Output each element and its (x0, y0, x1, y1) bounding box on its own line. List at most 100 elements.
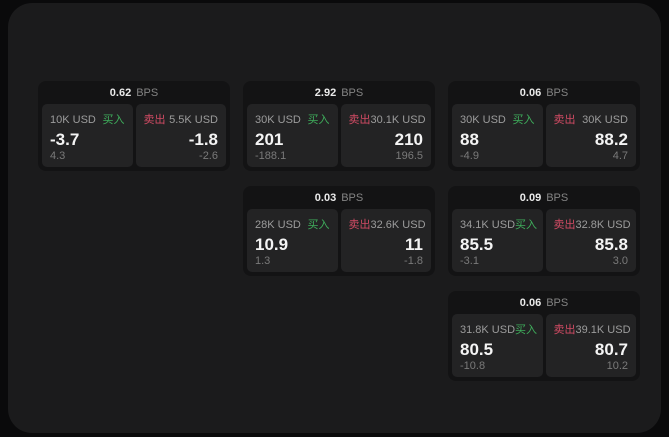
buy-amount: 30K USD (255, 114, 301, 126)
quote-card: 0.09 BPS 34.1K USD 买入 85.5 -3.1 卖出 32.8K… (448, 186, 640, 276)
sell-panel-header: 卖出 30.1K USD (348, 111, 426, 127)
sell-amount: 39.1K USD (575, 324, 631, 336)
quote-card-body: 30K USD 买入 201 -188.1 卖出 30.1K USD 210 1… (247, 104, 431, 167)
buy-secondary-value: 1.3 (255, 255, 271, 267)
buy-label: 买入 (515, 219, 538, 231)
buy-panel[interactable]: 34.1K USD 买入 85.5 -3.1 (452, 209, 543, 272)
sell-amount: 30K USD (582, 114, 628, 126)
buy-panel-header: 34.1K USD 买入 (460, 216, 538, 232)
sell-panel-header: 卖出 32.6K USD (348, 216, 426, 232)
sell-secondary-value: -2.6 (199, 150, 218, 162)
buy-panel-header: 28K USD 买入 (255, 216, 330, 232)
buy-label: 买入 (512, 114, 535, 126)
quote-grid: 0.62 BPS 10K USD 买入 -3.7 4.3 卖出 5.5K USD (38, 81, 640, 381)
buy-label: 买入 (307, 114, 330, 126)
quote-card-body: 10K USD 买入 -3.7 4.3 卖出 5.5K USD -1.8 -2.… (42, 104, 226, 167)
sell-panel[interactable]: 卖出 32.6K USD 11 -1.8 (340, 209, 431, 272)
sell-label: 卖出 (348, 219, 371, 231)
sell-panel[interactable]: 卖出 32.8K USD 85.8 3.0 (545, 209, 636, 272)
quote-card: 0.62 BPS 10K USD 买入 -3.7 4.3 卖出 5.5K USD (38, 81, 230, 171)
sell-panel[interactable]: 卖出 30K USD 88.2 4.7 (545, 104, 636, 167)
buy-label: 买入 (515, 324, 538, 336)
sell-label: 卖出 (348, 114, 371, 126)
sell-secondary-value: -1.8 (404, 255, 423, 267)
buy-panel[interactable]: 10K USD 买入 -3.7 4.3 (42, 104, 133, 167)
sell-price: -1.8 (188, 130, 218, 149)
sell-panel-header: 卖出 30K USD (554, 111, 629, 127)
buy-panel[interactable]: 28K USD 买入 10.9 1.3 (247, 209, 338, 272)
bps-value: 0.03 (314, 191, 337, 204)
bps-header: 0.62 BPS (42, 81, 226, 104)
sell-secondary-value: 3.0 (612, 255, 628, 267)
buy-price: 10.9 (255, 235, 289, 254)
buy-amount: 34.1K USD (460, 219, 516, 231)
bps-unit-label: BPS (546, 86, 569, 99)
quote-card-body: 30K USD 买入 88 -4.9 卖出 30K USD 88.2 4.7 (452, 104, 636, 167)
sell-panel-header: 卖出 39.1K USD (553, 321, 631, 337)
bps-header: 0.03 BPS (247, 186, 431, 209)
quote-card: 0.06 BPS 31.8K USD 买入 80.5 -10.8 卖出 39.1… (448, 291, 640, 381)
buy-panel-header: 31.8K USD 买入 (460, 321, 538, 337)
sell-price: 88.2 (594, 130, 628, 149)
sell-price: 11 (405, 235, 423, 254)
bps-unit-label: BPS (546, 296, 569, 309)
bps-unit-label: BPS (136, 86, 159, 99)
buy-panel[interactable]: 30K USD 买入 201 -188.1 (247, 104, 338, 167)
buy-amount: 28K USD (255, 219, 301, 231)
sell-amount: 5.5K USD (169, 114, 218, 126)
quote-card-body: 31.8K USD 买入 80.5 -10.8 卖出 39.1K USD 80.… (452, 314, 636, 377)
buy-panel[interactable]: 31.8K USD 买入 80.5 -10.8 (452, 314, 543, 377)
bps-value: 0.06 (519, 86, 542, 99)
buy-panel-header: 30K USD 买入 (460, 111, 535, 127)
buy-amount: 30K USD (460, 114, 506, 126)
buy-secondary-value: -10.8 (460, 360, 486, 372)
sell-label: 卖出 (553, 219, 576, 231)
sell-price: 210 (394, 130, 423, 149)
buy-amount: 10K USD (50, 114, 96, 126)
buy-secondary-value: -4.9 (460, 150, 479, 162)
bps-value: 0.62 (109, 86, 132, 99)
bps-header: 0.06 BPS (452, 81, 636, 104)
bps-unit-label: BPS (341, 191, 364, 204)
bps-header: 2.92 BPS (247, 81, 431, 104)
sell-panel[interactable]: 卖出 39.1K USD 80.7 10.2 (545, 314, 636, 377)
sell-secondary-value: 4.7 (612, 150, 628, 162)
buy-panel-header: 10K USD 买入 (50, 111, 125, 127)
quote-card: 2.92 BPS 30K USD 买入 201 -188.1 卖出 30.1K … (243, 81, 435, 171)
sell-panel[interactable]: 卖出 30.1K USD 210 196.5 (340, 104, 431, 167)
sell-panel-header: 卖出 5.5K USD (144, 111, 219, 127)
sell-label: 卖出 (143, 114, 166, 126)
sell-secondary-value: 196.5 (395, 150, 423, 162)
buy-amount: 31.8K USD (460, 324, 516, 336)
sell-price: 85.8 (594, 235, 628, 254)
buy-price: 88 (460, 130, 479, 149)
buy-price: 201 (255, 130, 284, 149)
bps-header: 0.06 BPS (452, 291, 636, 314)
buy-label: 买入 (307, 219, 330, 231)
bps-value: 0.09 (519, 191, 542, 204)
quote-card: 0.03 BPS 28K USD 买入 10.9 1.3 卖出 32.6K US… (243, 186, 435, 276)
bps-value: 0.06 (519, 296, 542, 309)
sell-panel-header: 卖出 32.8K USD (553, 216, 631, 232)
sell-label: 卖出 (553, 324, 576, 336)
quote-card-body: 34.1K USD 买入 85.5 -3.1 卖出 32.8K USD 85.8… (452, 209, 636, 272)
sell-panel[interactable]: 卖出 5.5K USD -1.8 -2.6 (135, 104, 226, 167)
quote-card: 0.06 BPS 30K USD 买入 88 -4.9 卖出 30K USD (448, 81, 640, 171)
bps-unit-label: BPS (341, 86, 364, 99)
bps-value: 2.92 (314, 86, 337, 99)
bps-unit-label: BPS (546, 191, 569, 204)
quote-card-body: 28K USD 买入 10.9 1.3 卖出 32.6K USD 11 -1.8 (247, 209, 431, 272)
buy-secondary-value: 4.3 (50, 150, 66, 162)
buy-secondary-value: -188.1 (255, 150, 287, 162)
buy-price: 85.5 (460, 235, 494, 254)
buy-panel-header: 30K USD 买入 (255, 111, 330, 127)
sell-amount: 30.1K USD (370, 114, 426, 126)
sell-secondary-value: 10.2 (606, 360, 628, 372)
buy-secondary-value: -3.1 (460, 255, 479, 267)
sell-amount: 32.6K USD (370, 219, 426, 231)
sell-amount: 32.8K USD (575, 219, 631, 231)
buy-price: -3.7 (50, 130, 80, 149)
buy-panel[interactable]: 30K USD 买入 88 -4.9 (452, 104, 543, 167)
buy-price: 80.5 (460, 340, 494, 359)
